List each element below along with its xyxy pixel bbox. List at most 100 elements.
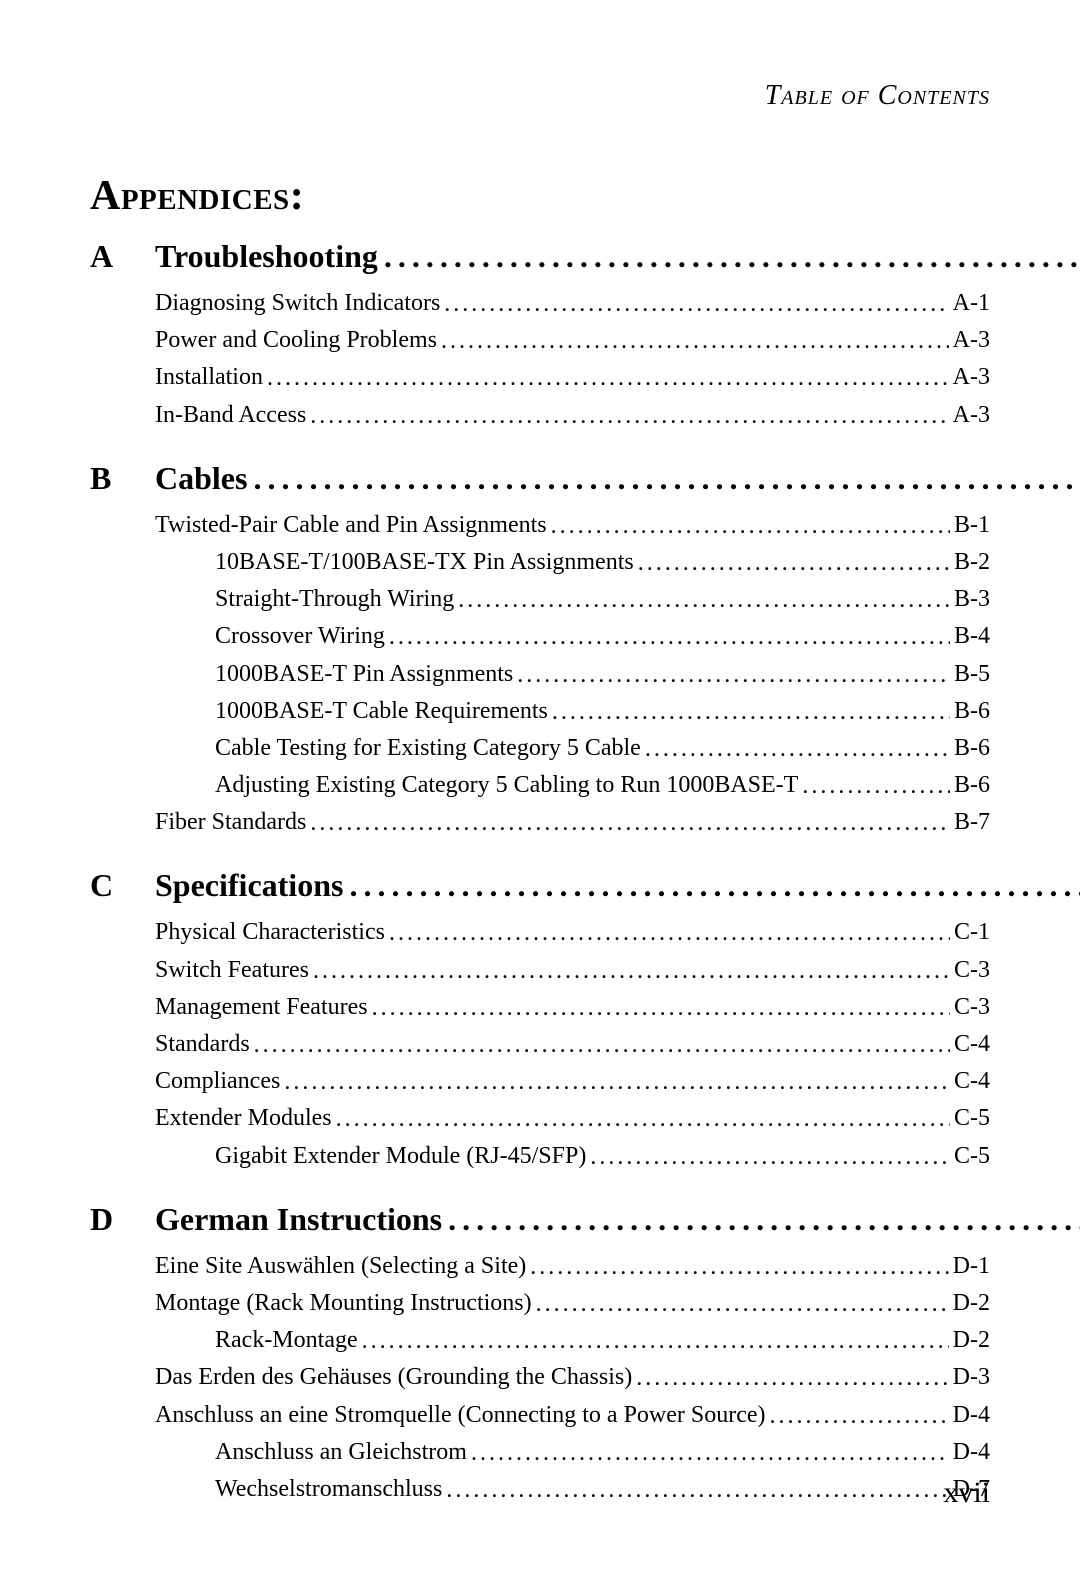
entry-page: B-2: [950, 544, 990, 581]
entry-page: B-4: [950, 618, 990, 655]
page-number: xvii: [943, 1476, 990, 1510]
section-title-wrap: TroubleshootingA-1: [155, 238, 1080, 275]
toc-entry: Standards C-4: [155, 1026, 990, 1063]
toc-entry: WechselstromanschlussD-7: [155, 1471, 990, 1508]
section-title: Specifications: [155, 867, 343, 904]
entry-page: D-4: [949, 1434, 990, 1471]
toc-entry: Das Erden des Gehäuses (Grounding the Ch…: [155, 1359, 990, 1396]
leader-dots: [437, 323, 949, 360]
toc-entry: Management Features C-3: [155, 989, 990, 1026]
section-entries: Diagnosing Switch IndicatorsA-1Power and…: [155, 285, 990, 434]
leader-dots: [378, 238, 1080, 275]
section-entries: Twisted-Pair Cable and Pin Assignments B-…: [155, 507, 990, 842]
toc-sections: ATroubleshootingA-1Diagnosing Switch Ind…: [90, 238, 990, 1508]
leader-dots: [798, 768, 950, 805]
entry-page: B-5: [950, 656, 990, 693]
entry-page: C-4: [950, 1026, 990, 1063]
entry-title: Eine Site Auswählen (Selecting a Site): [155, 1248, 526, 1285]
entry-page: D-2: [949, 1285, 990, 1322]
entry-title: Standards: [155, 1026, 250, 1063]
entry-page: A-3: [949, 322, 990, 359]
toc-entry: 1000BASE-T Pin AssignmentsB-5: [155, 656, 990, 693]
entry-title: Anschluss an eine Stromquelle (Connectin…: [155, 1397, 766, 1434]
leader-dots: [309, 953, 950, 990]
leader-dots: [634, 545, 950, 582]
toc-entry: Switch FeaturesC-3: [155, 952, 990, 989]
leader-dots: [263, 360, 949, 397]
toc-section: CSpecificationsC-1Physical Characteristi…: [90, 867, 990, 1174]
leader-dots: [526, 1249, 948, 1286]
entry-page: D-3: [949, 1359, 990, 1396]
toc-entry: Diagnosing Switch IndicatorsA-1: [155, 285, 990, 322]
page: Table of Contents Appendices: ATroublesh…: [0, 0, 1080, 1570]
entry-title: Management Features: [155, 989, 368, 1026]
entry-page: B-6: [950, 693, 990, 730]
toc-entry: Rack-Montage D-2: [155, 1322, 990, 1359]
entry-page: C-5: [950, 1100, 990, 1137]
leader-dots: [442, 1472, 948, 1509]
toc-entry: Montage (Rack Mounting Instructions) D-2: [155, 1285, 990, 1322]
leader-dots: [280, 1064, 950, 1101]
toc-entry: Straight-Through WiringB-3: [155, 581, 990, 618]
entry-page: D-1: [949, 1248, 990, 1285]
leader-dots: [306, 398, 948, 435]
entry-page: B-1: [950, 507, 990, 544]
leader-dots: [513, 657, 950, 694]
section-title-wrap: SpecificationsC-1: [155, 867, 1080, 904]
entry-title: Das Erden des Gehäuses (Grounding the Ch…: [155, 1359, 632, 1396]
entry-page: C-3: [950, 989, 990, 1026]
toc-entry: CompliancesC-4: [155, 1063, 990, 1100]
toc-entry: InstallationA-3: [155, 359, 990, 396]
appendices-heading: Appendices:: [90, 172, 990, 220]
entry-page: A-3: [949, 359, 990, 396]
leader-dots: [532, 1286, 949, 1323]
toc-entry: Power and Cooling Problems A-3: [155, 322, 990, 359]
entry-page: C-3: [950, 952, 990, 989]
toc-entry: Crossover WiringB-4: [155, 618, 990, 655]
section-title: Cables: [155, 460, 247, 497]
leader-dots: [332, 1101, 950, 1138]
toc-entry: In-Band AccessA-3: [155, 397, 990, 434]
running-head: Table of Contents: [90, 80, 990, 112]
toc-entry: Anschluss an GleichstromD-4: [155, 1434, 990, 1471]
entry-page: B-6: [950, 730, 990, 767]
entry-title: Extender Modules: [155, 1100, 332, 1137]
leader-dots: [586, 1139, 950, 1176]
toc-entry: Gigabit Extender Module (RJ-45/SFP)C-5: [155, 1138, 990, 1175]
entry-page: D-2: [949, 1322, 990, 1359]
section-title-wrap: CablesB-1: [155, 460, 1080, 497]
section-letter: C: [90, 867, 155, 904]
leader-dots: [306, 805, 950, 842]
leader-dots: [247, 460, 1080, 497]
entry-page: B-6: [950, 767, 990, 804]
entry-title: Gigabit Extender Module (RJ-45/SFP): [215, 1138, 586, 1175]
toc-entry: Adjusting Existing Category 5 Cabling to…: [155, 767, 990, 804]
leader-dots: [547, 508, 950, 545]
entry-title: Rack-Montage: [215, 1322, 358, 1359]
toc-entry: Cable Testing for Existing Category 5 Ca…: [155, 730, 990, 767]
section-title: Troubleshooting: [155, 238, 378, 275]
toc-entry: Anschluss an eine Stromquelle (Connectin…: [155, 1397, 990, 1434]
leader-dots: [343, 867, 1080, 904]
toc-entry: Twisted-Pair Cable and Pin Assignments B-…: [155, 507, 990, 544]
leader-dots: [766, 1398, 949, 1435]
leader-dots: [467, 1435, 949, 1472]
entry-title: Fiber Standards: [155, 804, 306, 841]
toc-entry: 10BASE-T/100BASE-TX Pin AssignmentsB-2: [155, 544, 990, 581]
leader-dots: [368, 990, 950, 1027]
section-entries: Physical CharacteristicsC-1Switch Featur…: [155, 914, 990, 1174]
entry-title: Power and Cooling Problems: [155, 322, 437, 359]
leader-dots: [632, 1360, 948, 1397]
entry-title: Montage (Rack Mounting Instructions): [155, 1285, 532, 1322]
toc-section: DGerman InstructionsD-1Eine Site Auswähl…: [90, 1201, 990, 1508]
section-title: German Instructions: [155, 1201, 442, 1238]
entry-title: Compliances: [155, 1063, 280, 1100]
toc-entry: Physical CharacteristicsC-1: [155, 914, 990, 951]
entry-title: Wechselstromanschluss: [215, 1471, 442, 1508]
leader-dots: [442, 1201, 1080, 1238]
entry-title: Twisted-Pair Cable and Pin Assignments: [155, 507, 547, 544]
entry-page: D-4: [949, 1397, 990, 1434]
section-row: BCablesB-1: [90, 460, 990, 497]
entry-title: In-Band Access: [155, 397, 306, 434]
section-entries: Eine Site Auswählen (Selecting a Site) D-…: [155, 1248, 990, 1508]
